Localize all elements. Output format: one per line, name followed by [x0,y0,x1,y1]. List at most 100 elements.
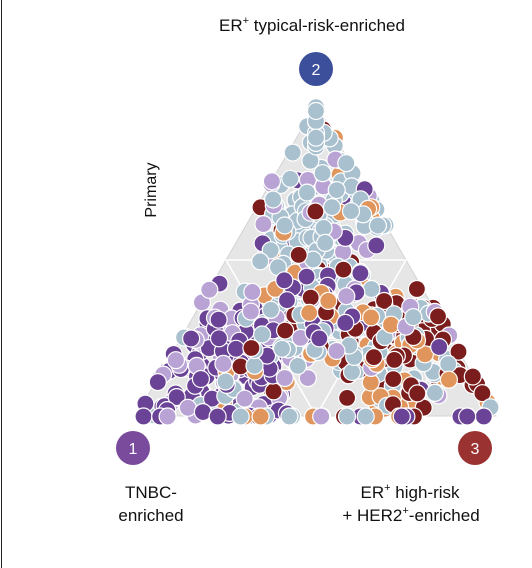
data-point [283,143,302,162]
data-point [261,241,280,260]
vertex-2-label: ER+ typical-risk-enriched [219,15,405,35]
data-point [384,370,403,389]
data-point [337,287,356,306]
data-point [312,407,331,426]
data-point [253,325,272,344]
data-point [385,350,404,369]
data-point [306,202,325,221]
data-point [425,383,444,402]
data-point [245,356,264,375]
data-point [439,370,458,389]
data-point [407,279,426,299]
data-point [216,372,235,391]
data-point [298,369,317,388]
data-point [319,291,338,310]
data-point [428,307,448,326]
vertex-3-badge: 3 [458,431,492,465]
data-point [368,216,387,235]
data-point [261,300,280,319]
vertex-1-label-line2: enriched [118,506,183,525]
data-point [336,313,355,332]
data-point [243,282,262,301]
data-point [356,407,375,426]
vertex-2-circle [299,52,333,86]
data-point [191,369,210,389]
data-point [251,407,270,426]
data-point [166,351,185,370]
data-point [404,308,423,327]
vertex-3-label-her2: + HER2 [342,506,402,525]
data-point [297,267,316,286]
data-point [134,407,153,426]
frame-border [1,0,2,568]
data-point [231,407,250,426]
data-point [314,218,333,237]
data-point [289,245,308,264]
data-point [463,367,482,386]
data-point [439,354,458,374]
data-points [134,98,500,426]
vertex-2-label-sup: + [243,15,249,27]
data-point [362,308,381,327]
data-point [381,315,401,334]
data-point [306,101,326,121]
data-point [280,407,299,426]
vertex-3-label-er: ER [360,483,384,502]
data-point [276,321,295,340]
vertex-3-label-rest1: high-risk [391,483,460,502]
vertex-3-circle [458,431,492,465]
data-point [167,388,186,407]
vertex-3-label-rest2: -enriched [409,506,480,525]
data-point [281,169,300,188]
data-point [209,310,228,329]
data-point [200,280,219,299]
data-point [158,407,177,426]
data-point [449,342,468,361]
data-point [241,302,260,321]
vertex-3-label-line1: ER+ high-risk [360,482,460,502]
data-point [262,172,281,191]
data-point [375,291,394,311]
data-point [209,329,229,348]
data-point [474,407,493,426]
data-point [235,389,254,408]
vertex-2-label-rest: typical-risk-enriched [249,16,405,35]
data-point [316,233,335,252]
vertex-3-label-line2: + HER2+-enriched [342,505,479,525]
data-point [334,260,353,279]
data-point [327,181,346,200]
data-point [367,236,386,255]
data-point [178,398,197,417]
data-point [392,407,411,426]
vertex-3-label-sup2: + [402,505,408,517]
data-point [306,128,326,147]
data-point [251,252,270,271]
data-point [408,384,427,403]
data-point [226,339,246,358]
data-point [300,303,319,322]
data-point [275,368,294,388]
data-point [254,215,273,234]
vertex-2-label-er: ER [219,16,243,35]
data-point [415,345,434,364]
data-point [297,183,317,202]
data-point [322,198,342,217]
data-point [313,164,332,183]
data-point [182,329,201,348]
data-point [288,356,307,375]
data-point [430,337,449,357]
side-label-primary: Primary [143,162,160,217]
data-point [473,384,492,403]
data-point [148,373,167,392]
vertex-2-badge: 2 [299,52,333,86]
data-point [264,382,283,401]
vertex-1-circle [116,431,150,465]
vertex-3-label-sup1: + [384,482,390,494]
data-point [338,388,357,407]
data-point [242,338,261,358]
data-point [364,348,383,367]
data-point [327,341,346,361]
data-point [341,202,361,221]
data-point [337,407,357,426]
